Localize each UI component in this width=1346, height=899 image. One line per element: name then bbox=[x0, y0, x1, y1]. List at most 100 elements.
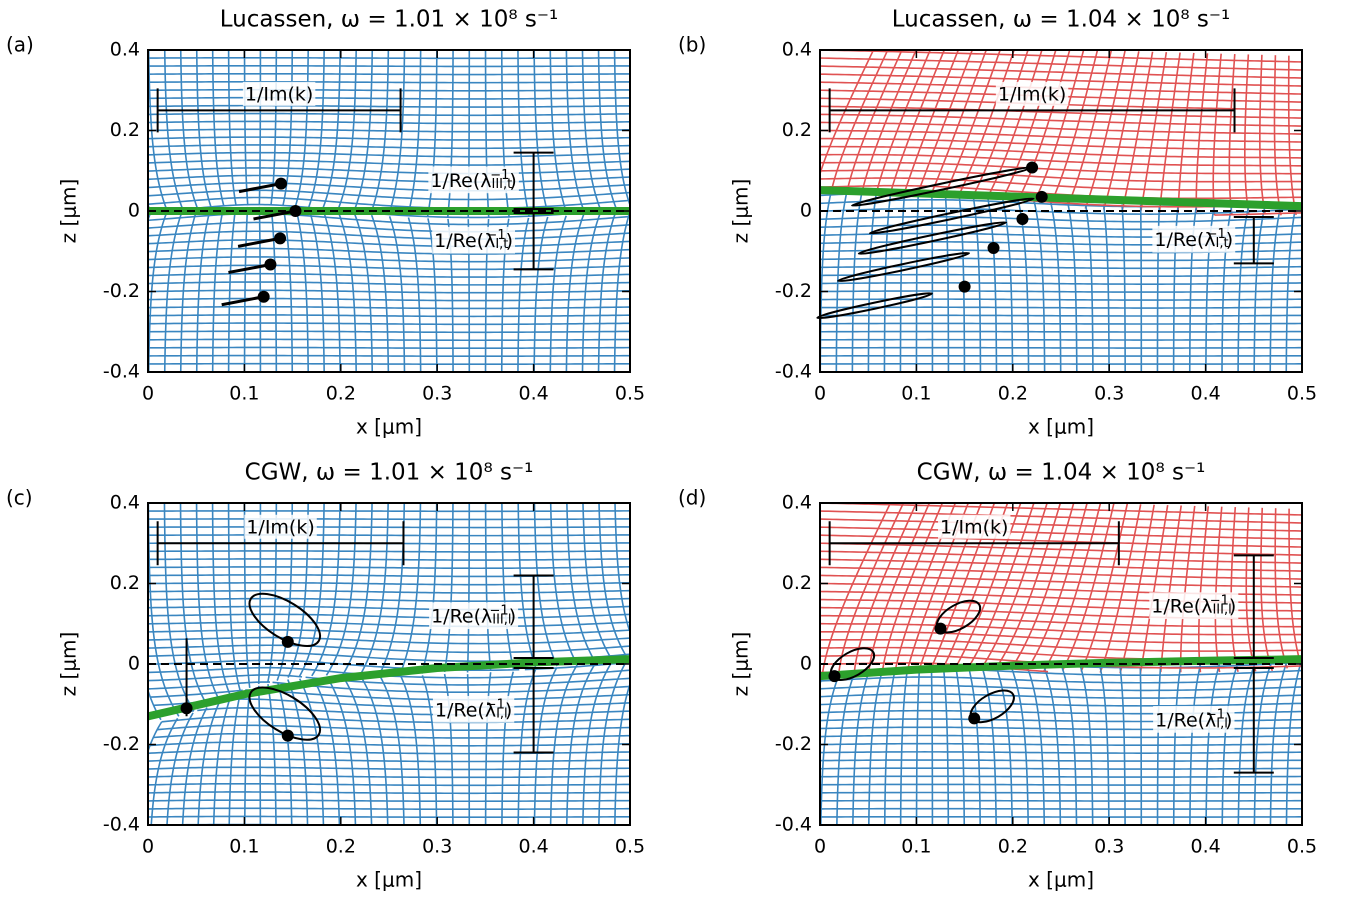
mesh-line bbox=[166, 712, 194, 825]
y-tick-label: -0.4 bbox=[103, 814, 140, 836]
point bbox=[958, 280, 971, 293]
mesh-line bbox=[148, 96, 630, 100]
mesh-line bbox=[533, 50, 550, 216]
trajectory bbox=[228, 263, 271, 275]
scale-label-part: 1/Im(k) bbox=[246, 516, 314, 538]
point bbox=[274, 232, 287, 245]
mesh-line bbox=[1102, 51, 1140, 210]
mesh-line bbox=[148, 305, 630, 310]
mesh-line bbox=[1228, 54, 1236, 215]
scale-label-part: 1/Im(k) bbox=[940, 516, 1008, 538]
point bbox=[1026, 161, 1039, 174]
mesh-line bbox=[282, 50, 294, 206]
scale-label: 1/Re(λI,l−1) bbox=[435, 697, 512, 722]
mesh-line bbox=[1260, 507, 1274, 672]
mesh-line bbox=[1237, 662, 1256, 825]
scale-label-part: ) bbox=[505, 699, 512, 721]
mesh-line bbox=[148, 791, 630, 795]
mesh-line bbox=[836, 674, 855, 825]
label-bg bbox=[428, 166, 519, 194]
mesh-line bbox=[629, 822, 630, 825]
y-tick-label: 0.2 bbox=[110, 119, 140, 141]
mesh-line bbox=[820, 693, 1302, 699]
x-tick-label: 0.4 bbox=[518, 836, 548, 858]
x-tick-label: 0.4 bbox=[518, 383, 548, 405]
scale-label-part: ) bbox=[1226, 229, 1233, 251]
mesh-line bbox=[399, 674, 422, 825]
mesh-line bbox=[820, 241, 1302, 246]
mesh-line bbox=[1318, 204, 1325, 380]
mesh-line bbox=[336, 50, 357, 211]
y-axis-label: z [μm] bbox=[729, 632, 753, 697]
mesh-line bbox=[517, 50, 530, 217]
scale-label-part: 1/Re(λ bbox=[435, 699, 496, 721]
trajectory bbox=[837, 251, 970, 283]
mesh-line bbox=[1084, 50, 1126, 209]
interface bbox=[148, 655, 630, 721]
mesh-line bbox=[181, 707, 208, 825]
panel-label: (d) bbox=[678, 486, 706, 510]
y-tick-label: 0.4 bbox=[110, 39, 140, 61]
scale-label-part: −1 bbox=[1206, 707, 1225, 722]
mesh-line bbox=[1121, 51, 1154, 211]
chart-title: CGW, ω = 1.01 × 10⁸ s⁻¹ bbox=[245, 460, 534, 486]
point bbox=[934, 622, 947, 635]
mesh-line bbox=[820, 638, 1302, 652]
x-tick-label: 0.5 bbox=[1287, 836, 1317, 858]
mesh-line bbox=[148, 120, 630, 125]
mesh-line bbox=[820, 590, 1302, 604]
label-bg bbox=[432, 695, 515, 723]
mesh-line bbox=[820, 534, 1302, 548]
x-tick-label: 0 bbox=[142, 836, 154, 858]
mesh-line bbox=[837, 503, 905, 677]
mesh-line bbox=[227, 50, 237, 206]
mesh-line bbox=[148, 174, 630, 183]
mesh-line bbox=[647, 497, 664, 653]
scale-label-part: I,l bbox=[496, 707, 508, 722]
mesh-line bbox=[820, 129, 1302, 143]
mesh-line bbox=[163, 50, 184, 210]
mesh-line bbox=[904, 50, 960, 190]
mesh-line bbox=[931, 50, 988, 193]
mesh-line bbox=[876, 50, 932, 190]
label-bg bbox=[242, 81, 316, 106]
y-tick-label: -0.4 bbox=[103, 361, 140, 383]
label-bg bbox=[1153, 706, 1235, 733]
mesh-line bbox=[148, 526, 630, 529]
mesh-line bbox=[148, 721, 163, 754]
scale-label-part: 1/Re(λ bbox=[431, 605, 492, 627]
mesh-line bbox=[820, 606, 1302, 620]
mesh-line bbox=[820, 161, 1302, 175]
scale-label: 1/Re(λI,t−1) bbox=[1154, 227, 1233, 252]
mesh-line bbox=[1102, 204, 1110, 372]
mesh-line bbox=[1060, 665, 1078, 825]
x-tick-label: 0.2 bbox=[326, 836, 356, 858]
mesh-line bbox=[295, 208, 309, 372]
mesh-line bbox=[533, 667, 558, 825]
label-bg bbox=[995, 81, 1069, 106]
mesh-line bbox=[359, 675, 389, 825]
mesh-line bbox=[1318, 657, 1329, 833]
scale-label-part: 1/Im(k) bbox=[245, 83, 313, 105]
y-tick-label: 0.2 bbox=[110, 572, 140, 594]
mesh-line bbox=[820, 273, 1302, 278]
mesh-line bbox=[958, 50, 1015, 196]
chart-title: CGW, ω = 1.04 × 10⁸ s⁻¹ bbox=[917, 460, 1206, 486]
mesh-line bbox=[820, 742, 1302, 747]
panel-label: (c) bbox=[6, 486, 33, 510]
mesh-line bbox=[1026, 503, 1088, 671]
y-tick-label: 0 bbox=[128, 653, 140, 675]
mesh-line bbox=[629, 351, 630, 372]
scale-label-part: I,l bbox=[1216, 717, 1228, 732]
scale-label-part: 1/Im(k) bbox=[998, 83, 1066, 105]
scale-label-part: 1/Re(λ bbox=[430, 169, 491, 191]
point bbox=[828, 670, 841, 683]
mesh-line bbox=[1010, 503, 1075, 670]
mesh-line bbox=[1139, 667, 1143, 825]
scale-label-part: ) bbox=[1225, 709, 1232, 731]
mesh-line bbox=[820, 676, 1302, 684]
mesh-line bbox=[820, 558, 1302, 572]
x-tick-label: 0.2 bbox=[326, 383, 356, 405]
mesh-line bbox=[148, 212, 168, 372]
scale-label: 1/Re(λI,t−1) bbox=[434, 228, 513, 253]
